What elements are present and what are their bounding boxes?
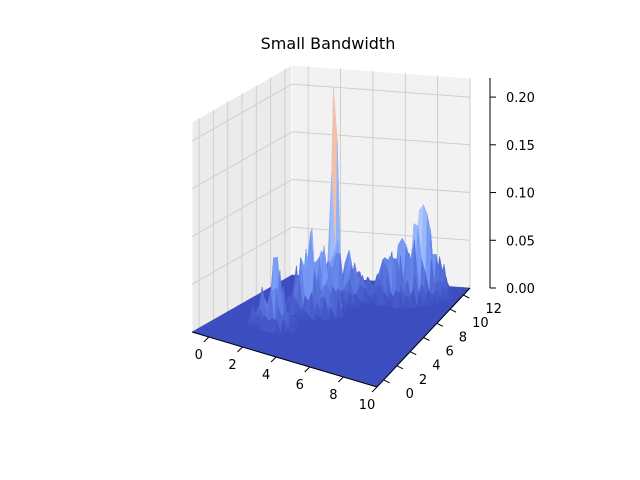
x-tick-mark: [304, 366, 311, 373]
x-tick-mark: [371, 386, 378, 393]
z-tick-label: 0.00: [506, 282, 535, 297]
back-pane: [291, 64, 471, 289]
x-tick-mark: [338, 376, 344, 383]
y-tick-label: 6: [446, 345, 454, 360]
x-tick-label: 6: [296, 378, 304, 393]
y-tick-mark: [409, 351, 417, 356]
x-tick-mark: [270, 356, 277, 363]
y-tick-label: 0: [406, 387, 414, 402]
x-axis-line: [191, 331, 378, 388]
y-tick-label: 10: [472, 316, 489, 331]
z-tick-label: 0.20: [506, 91, 535, 106]
z-grid-line: [191, 83, 471, 142]
z-tick-label: 0.15: [506, 139, 535, 154]
x-tick-label: 2: [228, 358, 236, 373]
z-grid-line: [191, 178, 471, 237]
z-grid-line: [191, 226, 471, 285]
x-tick-mark: [203, 336, 210, 343]
x-tick-label: 8: [329, 388, 337, 403]
x-tick-label: 0: [195, 348, 203, 363]
x-tick-mark: [237, 346, 243, 353]
y-tick-mark: [383, 379, 390, 384]
x-tick-label: 10: [359, 398, 376, 413]
axis-lines: [191, 78, 496, 393]
y-tick-mark: [396, 365, 404, 370]
y-tick-label: 8: [459, 330, 467, 345]
chart-title: Small Bandwidth: [261, 34, 396, 53]
y-tick-mark: [463, 294, 470, 299]
y-tick-label: 2: [419, 373, 427, 388]
y-tick-mark: [423, 337, 430, 341]
x-tick-label: 4: [262, 368, 270, 383]
y-tick-label: 12: [485, 302, 502, 317]
y-tick-mark: [436, 322, 444, 327]
z-tick-label: 0.05: [506, 234, 535, 249]
y-tick-label: 4: [432, 359, 440, 374]
z-tick-label: 0.10: [506, 187, 535, 202]
surface-plot: [191, 87, 471, 388]
z-grid-line: [191, 131, 471, 190]
y-tick-mark: [449, 308, 457, 313]
